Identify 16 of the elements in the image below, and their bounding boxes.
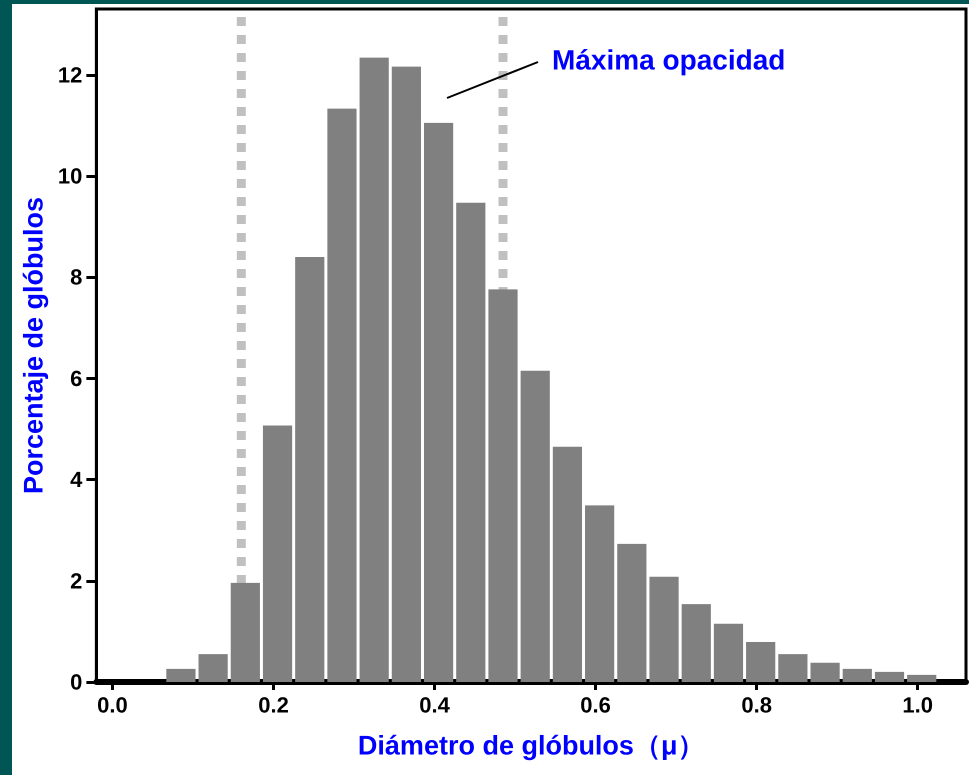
y-tick-label: 12 <box>58 62 82 88</box>
x-tick-label: 0.4 <box>419 692 451 718</box>
y-tick-label: 0 <box>70 670 82 694</box>
annotation: Máxima opacidad <box>552 44 786 76</box>
x-tick-label: 0.8 <box>741 692 772 718</box>
x-tick-label: 0.0 <box>97 692 128 718</box>
x-tick-label: 1.0 <box>902 692 933 718</box>
y-tick-label: 10 <box>58 163 82 188</box>
y-tick-label: 6 <box>70 366 82 391</box>
x-axis-title: Diámetro de glóbulos（μ） <box>358 730 704 760</box>
y-axis-title: Porcentaje de glóbulos <box>18 196 48 494</box>
y-tick-label: 4 <box>70 467 84 492</box>
y-tick-label: 2 <box>70 568 82 594</box>
x-tick-label: 0.2 <box>258 692 289 718</box>
x-tick-label: 0.6 <box>580 692 611 718</box>
y-tick-label: 8 <box>70 264 82 290</box>
